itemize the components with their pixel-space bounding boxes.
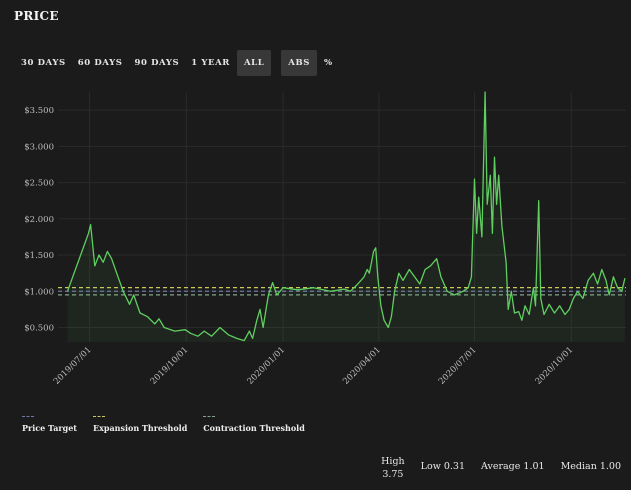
- stat-low: Low 0.31: [420, 461, 466, 472]
- range-1-year-button[interactable]: 1 YEAR: [191, 58, 230, 68]
- page-title: PRICE: [14, 9, 59, 23]
- legend-label: Price Target: [22, 423, 77, 433]
- y-tick-label: $3.000: [24, 142, 54, 152]
- range-60-days-button[interactable]: 60 DAYS: [77, 58, 123, 68]
- range-all-button[interactable]: ALL: [236, 50, 272, 76]
- chart-legend: Price Target Expansion Threshold Contrac…: [22, 416, 321, 433]
- expansion-threshold-swatch: [92, 416, 105, 417]
- x-tick-label: 2019/10/01: [149, 345, 191, 387]
- range-90-days-button[interactable]: 90 DAYS: [134, 58, 180, 68]
- range-selector: 30 DAYS 60 DAYS 90 DAYS 1 YEAR ALL ABS %: [16, 50, 340, 76]
- x-tick-label: 2020/01/01: [245, 345, 287, 387]
- legend-item-price-target[interactable]: Price Target: [22, 416, 77, 433]
- price-target-swatch: [22, 416, 34, 417]
- mode-percent-button[interactable]: %: [324, 58, 333, 68]
- range-30-days-button[interactable]: 30 DAYS: [21, 58, 66, 68]
- y-tick-label: $2.000: [24, 215, 54, 225]
- threshold-lines: [58, 287, 626, 296]
- x-axis: 2019/07/01 2019/10/01 2020/01/01 2020/04/01…: [52, 345, 575, 387]
- y-tick-label: $0.500: [24, 324, 54, 334]
- x-tick-label: 2019/07/01: [52, 345, 94, 387]
- contraction-threshold-swatch: [203, 416, 216, 417]
- price-area: [67, 92, 625, 342]
- stat-median: Median 1.00: [560, 461, 621, 472]
- price-chart[interactable]: $0.500 $1.000 $1.500 $2.000 $2.500 $3.000 $3.5…: [0, 84, 631, 394]
- price-stats: High 3.75 Low 0.31 Average 1.01 Median 1…: [365, 455, 621, 481]
- y-tick-label: $3.500: [24, 106, 54, 116]
- stat-high-label: High: [381, 456, 405, 467]
- x-tick-label: 2020/07/01: [437, 345, 479, 387]
- mode-abs-button[interactable]: ABS: [281, 50, 318, 76]
- price-series: [66, 91, 626, 342]
- stat-high: High 3.75: [381, 455, 405, 481]
- stat-average: Average 1.01: [481, 461, 545, 472]
- legend-label: Expansion Threshold: [92, 423, 188, 433]
- legend-item-expansion-threshold[interactable]: Expansion Threshold: [92, 416, 188, 433]
- x-tick-label: 2020/10/01: [534, 345, 576, 387]
- legend-label: Contraction Threshold: [203, 423, 305, 433]
- y-tick-label: $1.000: [24, 287, 54, 297]
- price-line: [66, 91, 626, 342]
- legend-item-contraction-threshold[interactable]: Contraction Threshold: [203, 416, 305, 433]
- y-tick-label: $1.500: [24, 251, 54, 261]
- stat-high-value: 3.75: [382, 469, 404, 480]
- y-tick-label: $2.500: [24, 179, 54, 189]
- x-tick-label: 2020/04/01: [341, 345, 383, 387]
- y-axis: $0.500 $1.000 $1.500 $2.000 $2.500 $3.000 $3.5…: [24, 106, 54, 333]
